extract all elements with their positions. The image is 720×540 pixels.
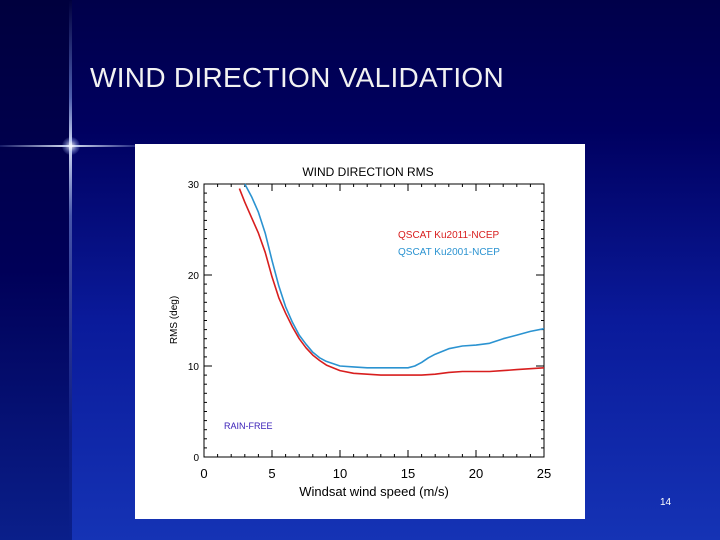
legend-entry-ku2011: QSCAT Ku2011-NCEP: [398, 230, 499, 241]
slide-title: WIND DIRECTION VALIDATION: [90, 62, 505, 93]
sparkle-vertical-ray: [69, 0, 72, 540]
y-axis-label: RMS (deg): [169, 296, 180, 344]
left-accent-band: [0, 0, 72, 540]
legend-entry-ku2001: QSCAT Ku2001-NCEP: [398, 247, 500, 258]
page-number: 14: [660, 497, 672, 508]
series-line-ku2011: [238, 188, 545, 376]
series-lines-group: [238, 183, 545, 376]
axes-ticks-group: 0 5 10 15 20 25 0 10 20 30: [188, 180, 551, 481]
x-axis-label: Windsat wind speed (m/s): [299, 484, 449, 499]
x-tick-label: 15: [401, 466, 415, 481]
y-tick-label: 0: [193, 453, 199, 464]
x-tick-label: 25: [537, 466, 551, 481]
chart-panel: WIND DIRECTION RMS 0 5 10 15 20 25 0 10 20 30 QSC…: [135, 144, 585, 519]
rain-free-annotation: RAIN-FREE: [224, 421, 273, 431]
x-tick-label: 5: [268, 466, 275, 481]
sparkle-star-icon: [62, 137, 80, 155]
series-line-ku2001: [244, 183, 545, 369]
y-tick-label: 10: [188, 362, 200, 373]
wind-direction-rms-chart: WIND DIRECTION RMS 0 5 10 15 20 25 0 10 20 30 QSC…: [169, 165, 551, 499]
x-tick-label: 0: [200, 466, 207, 481]
x-tick-label: 10: [333, 466, 347, 481]
y-tick-label: 20: [188, 271, 200, 282]
y-tick-label: 30: [188, 180, 200, 191]
chart-title: WIND DIRECTION RMS: [302, 165, 433, 179]
x-tick-label: 20: [469, 466, 483, 481]
